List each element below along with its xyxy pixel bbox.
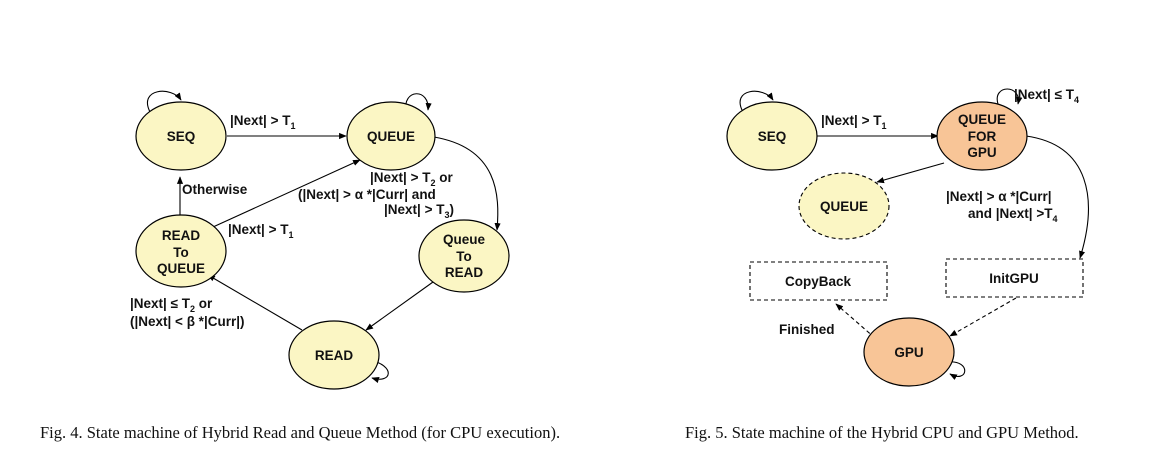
state-queue-to-read-line2: To <box>456 249 472 264</box>
box-copyback-label: CopyBack <box>785 274 852 289</box>
edge-read-to-readtoqueue <box>207 274 303 331</box>
label-finished: Finished <box>779 322 835 337</box>
self-loop-queueforgpu <box>996 88 1023 105</box>
edge-initgpu-to-gpu <box>949 297 1017 337</box>
label-otherwise: Otherwise <box>182 182 248 197</box>
state-queue-label: QUEUE <box>367 129 415 144</box>
state-seq-label: SEQ <box>167 129 196 144</box>
self-loop-gpu <box>947 361 966 381</box>
fig5-diagram: SEQ QUEUE FOR GPU QUEUE GPU CopyBack Ini… <box>726 87 1089 387</box>
state-queue-to-read-line1: Queue <box>443 232 486 247</box>
figure-4-caption: Fig. 4. State machine of Hybrid Read and… <box>40 423 561 442</box>
label-read-to-readtoqueue-line2: (|Next| < β *|Curr|) <box>130 314 245 329</box>
label-queue-to-queuetoread-line1: |Next| > T2 or <box>370 170 453 188</box>
label-queueforgpu-to-initgpu-line1: |Next| > α *|Curr| <box>946 189 1052 204</box>
label-queue-to-queuetoread-line2: (|Next| > α *|Curr| and <box>298 187 436 202</box>
state-read-label: READ <box>315 348 354 363</box>
label-queueforgpu-to-initgpu-line2: and |Next| >T4 <box>968 206 1057 224</box>
edge-readtoqueue-to-queue <box>212 159 361 228</box>
box-initgpu: InitGPU <box>945 258 1084 298</box>
label-seq-to-queue: |Next| > T1 <box>230 113 295 131</box>
state-read-to-queue-line2: To <box>173 245 189 260</box>
label-readtoqueue-to-queue: |Next| > T1 <box>228 222 293 240</box>
state-gpu-label: GPU <box>894 345 923 360</box>
edge-queue-to-queuetoread <box>433 136 501 231</box>
state-seq: SEQ <box>135 101 227 171</box>
label-queueforgpu-self: |Next| ≤ T4 <box>1014 87 1079 105</box>
state-read-to-queue-line3: QUEUE <box>157 261 205 276</box>
state-queue-for-gpu: QUEUE FOR GPU <box>936 101 1028 171</box>
label-read-to-readtoqueue-line1: |Next| ≤ T2 or <box>130 296 213 314</box>
box-initgpu-label: InitGPU <box>989 271 1039 286</box>
state-read: READ <box>288 320 380 390</box>
state-gpu: GPU <box>863 317 955 387</box>
state-queue-to-read: Queue To READ <box>418 219 510 293</box>
state-queue5-label: QUEUE <box>820 199 868 214</box>
self-loop-seq5 <box>739 90 774 113</box>
self-loop-seq <box>147 90 182 113</box>
figure-5-caption: Fig. 5. State machine of the Hybrid CPU … <box>685 423 1079 442</box>
state-read-to-queue: READ To QUEUE <box>135 214 227 288</box>
state-read-to-queue-line1: READ <box>162 228 201 243</box>
label-seq5-to-queueforgpu: |Next| > T1 <box>821 113 886 131</box>
edge-gpu-to-copyback <box>835 303 876 339</box>
state-seq5: SEQ <box>726 101 818 171</box>
fig4-diagram: SEQ QUEUE READ To QUEUE Queue To READ RE… <box>130 90 510 390</box>
state-queue-for-gpu-line3: GPU <box>967 145 996 160</box>
state-seq5-label: SEQ <box>758 129 787 144</box>
box-copyback: CopyBack <box>749 261 888 301</box>
state-queue5: QUEUE <box>798 172 890 240</box>
state-queue-for-gpu-line1: QUEUE <box>958 112 1006 127</box>
state-queue-to-read-line3: READ <box>445 265 484 280</box>
state-queue-for-gpu-line2: FOR <box>968 129 997 144</box>
edge-queueforgpu-to-initgpu <box>1025 135 1089 259</box>
label-queue-to-queuetoread-line3: |Next| > T3) <box>384 202 454 220</box>
edge-queueforgpu-to-queue <box>876 162 945 184</box>
edge-queuetoread-to-read <box>365 281 434 331</box>
state-queue: QUEUE <box>346 101 436 171</box>
